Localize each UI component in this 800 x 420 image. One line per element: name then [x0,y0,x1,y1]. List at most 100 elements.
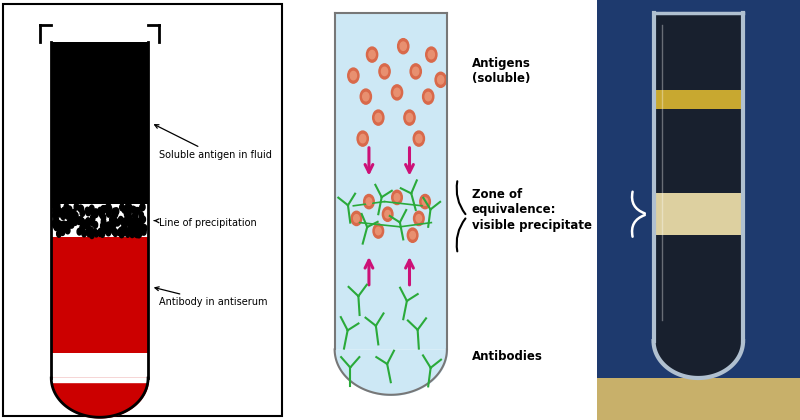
Circle shape [127,215,132,221]
Circle shape [112,210,116,217]
Bar [597,378,800,420]
Circle shape [357,131,368,146]
Circle shape [102,227,106,234]
Circle shape [119,218,124,224]
Circle shape [100,208,105,215]
Circle shape [90,214,95,221]
Circle shape [136,218,141,225]
Circle shape [120,230,125,237]
Circle shape [369,50,375,59]
Circle shape [350,71,357,80]
Circle shape [92,211,97,218]
Circle shape [107,223,111,230]
Circle shape [126,217,130,224]
Circle shape [55,223,60,230]
Circle shape [134,226,139,233]
Circle shape [129,220,134,226]
Circle shape [94,211,98,218]
Circle shape [121,226,126,233]
Circle shape [137,231,142,238]
Circle shape [98,228,102,235]
Circle shape [106,204,111,210]
Circle shape [134,230,138,237]
Circle shape [60,211,65,218]
Circle shape [135,207,140,214]
Circle shape [360,89,371,104]
Circle shape [77,228,82,235]
Circle shape [138,218,142,225]
Circle shape [58,221,62,228]
Circle shape [85,220,90,226]
Circle shape [78,217,82,223]
Circle shape [58,228,62,234]
Circle shape [414,211,424,226]
Circle shape [77,218,82,225]
Circle shape [102,223,106,230]
Circle shape [142,225,147,231]
Circle shape [119,231,124,238]
Circle shape [102,218,106,225]
Circle shape [373,224,384,238]
Circle shape [92,210,96,217]
Circle shape [137,221,142,228]
Circle shape [54,224,58,231]
Circle shape [66,227,70,234]
Circle shape [98,230,102,236]
Circle shape [138,218,143,224]
Circle shape [77,217,82,224]
Circle shape [79,218,83,224]
Circle shape [85,207,90,214]
Circle shape [404,110,415,125]
Circle shape [55,208,60,215]
Circle shape [101,223,105,229]
Circle shape [115,219,120,226]
Circle shape [394,88,400,97]
Bar [654,193,743,235]
Circle shape [134,228,139,235]
Circle shape [92,229,97,236]
Circle shape [126,213,131,220]
Circle shape [74,212,78,219]
Circle shape [90,219,95,226]
Circle shape [375,227,381,235]
Circle shape [64,222,69,229]
Circle shape [133,212,138,219]
Circle shape [135,231,139,238]
Circle shape [135,227,140,234]
Circle shape [120,204,124,211]
Circle shape [348,68,359,83]
Circle shape [406,113,413,122]
Circle shape [90,205,94,212]
Bar [51,42,148,204]
Circle shape [366,47,378,62]
Text: Antigens
(soluble): Antigens (soluble) [472,58,530,85]
Circle shape [94,209,98,216]
Circle shape [58,209,63,215]
Circle shape [73,216,78,223]
Circle shape [425,92,431,101]
Circle shape [109,225,114,231]
Circle shape [63,225,68,232]
Circle shape [64,204,69,210]
Circle shape [407,228,418,242]
Circle shape [362,92,369,101]
Circle shape [101,206,106,213]
Circle shape [127,204,132,211]
Circle shape [67,220,71,226]
Circle shape [114,208,118,215]
Circle shape [100,211,104,218]
Circle shape [124,216,129,223]
Circle shape [351,211,362,226]
Bar [654,90,743,109]
Circle shape [104,224,109,231]
Circle shape [373,110,384,125]
Circle shape [359,134,366,143]
Circle shape [94,230,98,237]
Circle shape [82,223,86,230]
Circle shape [122,206,126,213]
Circle shape [93,221,98,228]
Circle shape [93,209,98,216]
Circle shape [138,229,142,236]
Circle shape [438,76,444,84]
Circle shape [53,220,57,226]
